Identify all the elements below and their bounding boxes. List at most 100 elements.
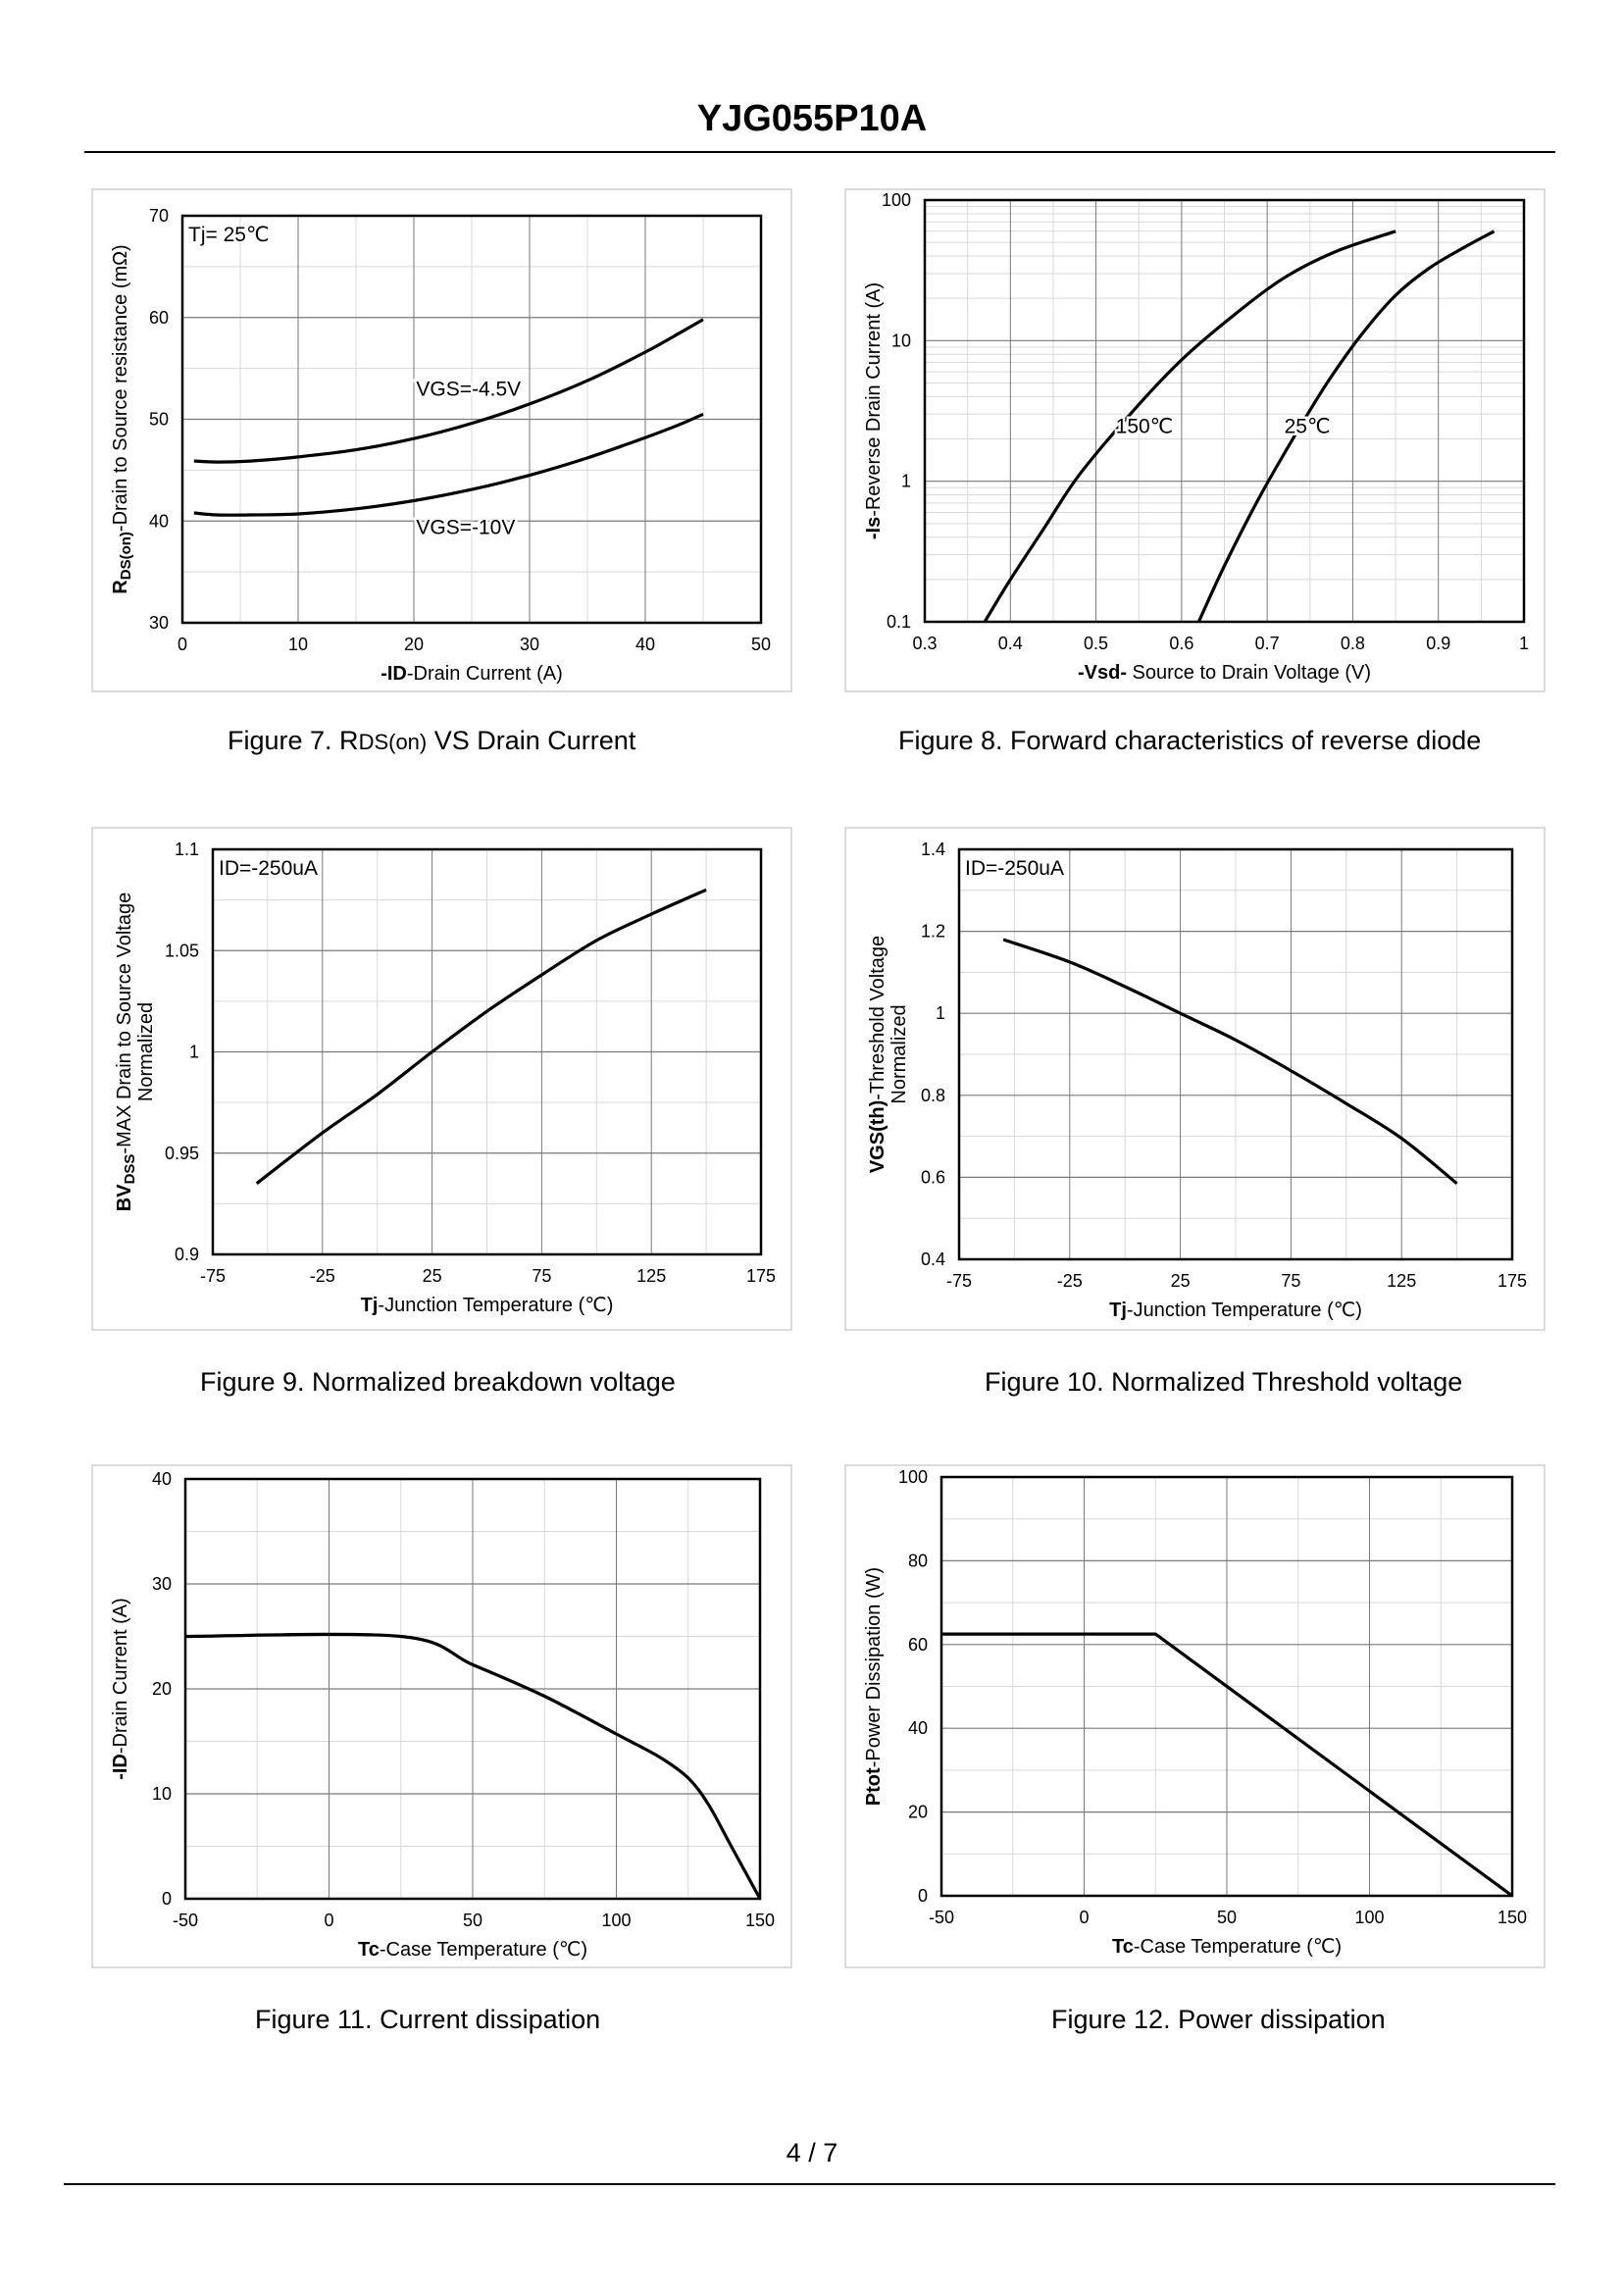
x-tick-label: -50 — [173, 1911, 198, 1930]
plot-area-border — [957, 847, 1514, 1261]
series-line-1 — [983, 229, 1396, 623]
y-tick-label: 0.4 — [921, 1249, 945, 1269]
x-tick-label: 100 — [1354, 1908, 1384, 1927]
y-tick-label: 20 — [908, 1803, 928, 1822]
plot-area-border — [180, 214, 763, 625]
header-rule — [84, 151, 1555, 153]
caption-figure-9: Figure 9. Normalized breakdown voltage — [200, 1367, 676, 1397]
y-axis-label: Ptot-Power Dissipation (W) — [863, 1567, 885, 1806]
series-line-1 — [941, 1632, 1513, 1898]
series-label: VGS=-10V — [416, 517, 515, 539]
y-tick-label: 60 — [149, 308, 169, 328]
y-tick-label: 100 — [898, 1467, 928, 1487]
y-tick-label: 0.6 — [921, 1167, 945, 1187]
caption-figure-11: Figure 11. Current dissipation — [255, 2005, 601, 2034]
x-tick-label: 20 — [404, 635, 424, 654]
x-tick-label: 30 — [520, 635, 539, 654]
x-axis-label: Tc-Case Temperature (℃) — [358, 1939, 587, 1961]
y-tick-label: 20 — [152, 1679, 172, 1699]
y-tick-label: 70 — [149, 206, 169, 226]
y-tick-label: 40 — [908, 1718, 928, 1738]
y-axis-label: RDS(on)-Drain to Source resistance (mΩ) — [110, 244, 134, 593]
series-label: VGS=-4.5V — [416, 379, 521, 401]
x-tick-label: 0.7 — [1255, 634, 1280, 653]
x-axis-label: Tj-Junction Temperature (℃) — [1109, 1300, 1362, 1321]
chart-frame — [91, 188, 792, 692]
y-axis-label: BVDSS-MAX Drain to Source Voltage — [114, 892, 138, 1211]
caption-figure-7: Figure 7. RDS(on) VS Drain Current — [228, 726, 636, 755]
y-tick-label: 30 — [152, 1574, 172, 1594]
x-axis-label: -ID-Drain Current (A) — [381, 663, 563, 685]
x-tick-label: 75 — [1281, 1271, 1300, 1291]
x-tick-label: -25 — [310, 1266, 335, 1286]
caption-figure-10: Figure 10. Normalized Threshold voltage — [985, 1367, 1463, 1397]
chart-rdson-vs-drain-current: 0 10 20 30 40 50 30 40 50 60 70 -ID-Drain Current (… — [91, 188, 792, 692]
condition-annotation: Tj= 25℃ — [188, 224, 270, 246]
y-tick-label: 1 — [936, 1003, 945, 1023]
x-tick-label: 175 — [1497, 1271, 1527, 1291]
x-tick-label: 25 — [423, 1266, 442, 1286]
x-tick-label: 150 — [1497, 1908, 1527, 1927]
y-tick-label: 1 — [189, 1043, 199, 1062]
footer-rule — [64, 2183, 1555, 2185]
y-tick-label: 40 — [152, 1469, 172, 1489]
chart-frame — [91, 1464, 792, 1968]
x-tick-label: 175 — [746, 1266, 776, 1286]
y-axis-label-line2: Normalized — [888, 1004, 910, 1103]
series-line-1 — [255, 888, 707, 1185]
x-axis-label: Tc-Case Temperature (℃) — [1112, 1936, 1342, 1958]
y-tick-label: 1.4 — [921, 840, 945, 859]
y-tick-label: 60 — [908, 1635, 928, 1655]
x-tick-label: -25 — [1057, 1271, 1083, 1291]
series-line-2 — [1196, 229, 1496, 623]
y-axis-label: VGS(th)-Threshold Voltage — [867, 936, 888, 1173]
y-tick-label: 0.1 — [887, 612, 911, 632]
series-line-2 — [193, 412, 704, 517]
series-line-1 — [193, 318, 704, 464]
plot-area-border — [183, 1477, 762, 1901]
x-tick-label: 0.3 — [912, 634, 937, 653]
x-tick-label: 40 — [635, 635, 655, 654]
y-tick-label: 0.9 — [175, 1245, 199, 1264]
x-tick-label: 0 — [1079, 1908, 1089, 1927]
y-tick-label: 1.1 — [175, 840, 199, 859]
y-axis-label: -ID-Drain Current (A) — [110, 1598, 131, 1780]
x-axis-label: Tj-Junction Temperature (℃) — [361, 1295, 614, 1316]
caption-figure-12: Figure 12. Power dissipation — [1051, 2005, 1386, 2034]
x-tick-label: 0.4 — [998, 634, 1023, 653]
y-tick-label: 1 — [901, 472, 911, 491]
plot-area-border — [923, 198, 1526, 624]
x-tick-label: 50 — [751, 635, 771, 654]
y-tick-label: 80 — [908, 1551, 928, 1570]
y-tick-label: 10 — [891, 331, 911, 350]
x-tick-label: 0 — [178, 635, 187, 654]
chart-reverse-diode-forward: 0.3 0.4 0.5 0.6 0.7 0.8 0.9 1 0.1 1 10 100 -Vsd- Sou… — [844, 188, 1546, 692]
x-tick-label: 50 — [1217, 1908, 1237, 1927]
series-label: 150℃ — [1116, 416, 1174, 438]
y-tick-label: 0.8 — [921, 1086, 945, 1105]
y-axis-label-line2: Normalized — [135, 1002, 157, 1101]
series-line-1 — [1002, 938, 1458, 1185]
y-tick-label: 1.2 — [921, 922, 945, 942]
caption-figure-8: Figure 8. Forward characteristics of rev… — [898, 726, 1482, 755]
x-tick-label: 150 — [745, 1911, 775, 1930]
x-tick-label: 125 — [636, 1266, 666, 1286]
x-tick-label: 1 — [1519, 634, 1529, 653]
x-tick-label: 25 — [1171, 1271, 1191, 1291]
x-tick-label: 0.8 — [1341, 634, 1365, 653]
x-tick-label: 0.5 — [1084, 634, 1108, 653]
series-line-1 — [184, 1632, 762, 1900]
gridlines — [181, 215, 762, 624]
x-tick-label: -50 — [929, 1908, 954, 1927]
y-tick-label: 1.05 — [165, 941, 199, 960]
x-tick-label: -75 — [946, 1271, 972, 1291]
x-tick-label: 0.9 — [1426, 634, 1450, 653]
chart-frame — [844, 827, 1546, 1331]
series-label: 25℃ — [1285, 416, 1331, 438]
y-tick-label: 10 — [152, 1784, 172, 1804]
x-tick-label: 0.6 — [1169, 634, 1193, 653]
chart-frame — [91, 827, 792, 1331]
chart-frame — [844, 1464, 1546, 1968]
